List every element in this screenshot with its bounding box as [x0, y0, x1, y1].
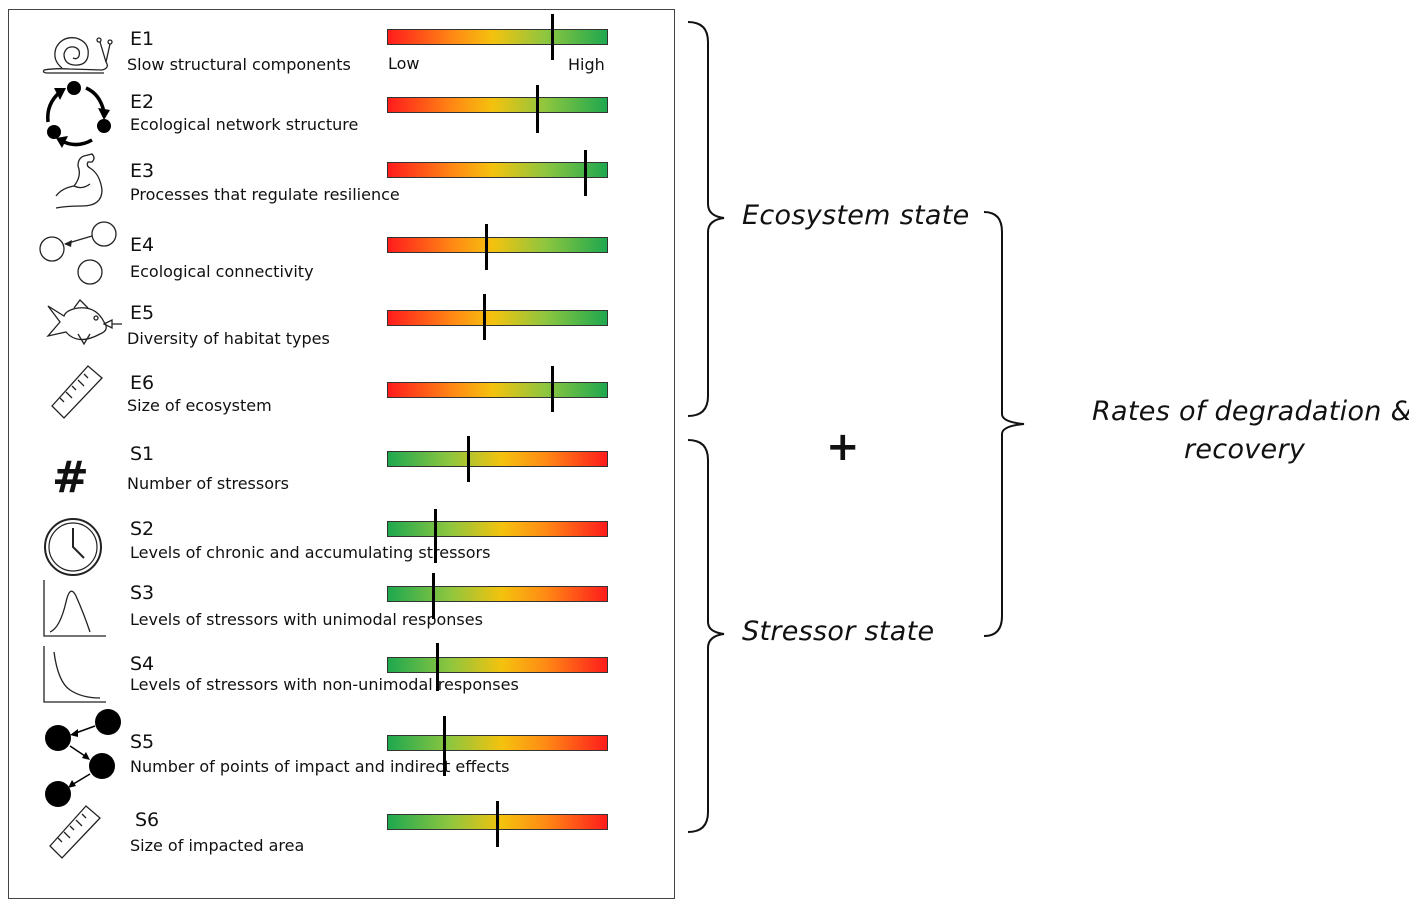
- unimodal-curve-icon: [43, 580, 106, 637]
- outcome-brace: [983, 211, 1025, 637]
- high-label: High: [568, 55, 605, 74]
- indicator-label: Slow structural components: [127, 55, 351, 74]
- clock-icon: [44, 518, 102, 576]
- indicator-label: Ecological network structure: [130, 115, 359, 134]
- indicator-code: E6: [130, 372, 155, 394]
- indicator-code: E4: [130, 234, 155, 256]
- ecosystem-brace: [687, 21, 725, 417]
- indicator-label: Number of stressors: [127, 474, 289, 493]
- connected-circles-icon: [39, 221, 117, 285]
- level-marker: [496, 801, 499, 847]
- fish-icon: [46, 299, 122, 346]
- level-marker: [484, 224, 488, 270]
- level-marker: [551, 366, 555, 412]
- indicator-label: Ecological connectivity: [130, 262, 314, 281]
- plus-sign: +: [826, 424, 860, 470]
- stressor-brace: [687, 439, 725, 833]
- indicator-code: S6: [135, 809, 160, 831]
- ruler-icon: [49, 805, 101, 859]
- gradient-scale-bar: [387, 310, 608, 326]
- indicator-code: S4: [130, 653, 155, 675]
- gradient-scale-bar: [387, 237, 608, 253]
- level-marker: [482, 294, 486, 340]
- decay-curve-icon: [43, 646, 106, 703]
- indicator-code: E1: [130, 28, 155, 50]
- indicator-label: Levels of stressors with unimodal respon…: [130, 610, 483, 629]
- indicator-code: S5: [130, 731, 155, 753]
- outcome-label-line1: Rates of degradation &: [1092, 396, 1409, 427]
- indicator-label: Size of impacted area: [130, 836, 305, 855]
- level-marker: [535, 85, 539, 133]
- indicator-code: E2: [130, 91, 155, 113]
- indicator-label: Levels of stressors with non-unimodal re…: [130, 675, 519, 694]
- impact-network-icon: [45, 709, 121, 807]
- indicator-code: E3: [130, 160, 155, 182]
- level-marker: [431, 573, 435, 619]
- indicator-label: Size of ecosystem: [127, 396, 272, 415]
- gradient-scale-bar: [387, 521, 608, 537]
- level-marker: [467, 436, 471, 482]
- indicator-label: Diversity of habitat types: [127, 329, 330, 348]
- gradient-scale-bar: [387, 657, 608, 673]
- flexed-arm-icon: [55, 153, 103, 209]
- indicator-label: Number of points of impact and indirect …: [130, 757, 510, 776]
- level-marker: [442, 716, 446, 776]
- stressor-state-label: Stressor state: [742, 616, 935, 647]
- indicator-code: S3: [130, 582, 155, 604]
- level-marker: [551, 14, 555, 60]
- ecosystem-state-label: Ecosystem state: [742, 200, 970, 231]
- indicator-label: Processes that regulate resilience: [130, 185, 400, 204]
- hash-icon: #: [52, 452, 89, 503]
- indicator-code: S1: [130, 443, 155, 465]
- gradient-scale-bar: [387, 162, 608, 178]
- indicator-label: Levels of chronic and accumulating stres…: [130, 543, 491, 562]
- ruler-icon: [51, 365, 103, 419]
- level-marker: [436, 643, 440, 691]
- gradient-scale-bar: [387, 735, 608, 751]
- level-marker: [584, 150, 588, 196]
- gradient-scale-bar: [387, 97, 608, 113]
- gradient-scale-bar: [387, 451, 608, 467]
- low-label: Low: [388, 54, 420, 73]
- gradient-scale-bar: [387, 586, 608, 602]
- snail-icon: [42, 37, 113, 74]
- outcome-label-line2: recovery: [1184, 434, 1306, 465]
- gradient-scale-bar: [387, 29, 608, 45]
- level-marker: [434, 509, 438, 563]
- cycle-network-icon: [46, 81, 111, 148]
- indicator-code: S2: [130, 518, 155, 540]
- gradient-scale-bar: [387, 382, 608, 398]
- indicator-code: E5: [130, 302, 155, 324]
